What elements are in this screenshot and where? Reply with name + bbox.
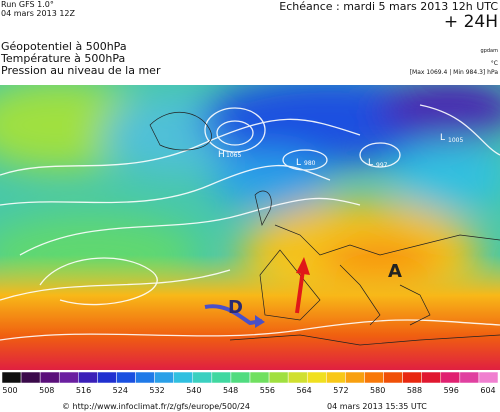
legend-swatch — [192, 371, 213, 384]
legend-swatch — [249, 371, 270, 384]
legend-tick-label: 516 — [76, 386, 91, 395]
legend-tick-label: 500 — [2, 386, 17, 395]
legend-swatch — [345, 371, 365, 384]
low-label: L — [440, 133, 445, 143]
legend-tick-label: 548 — [223, 386, 238, 395]
legend-swatch — [20, 371, 41, 384]
legend-swatch — [268, 371, 289, 384]
legend-tick-label: 596 — [444, 386, 459, 395]
isobar-label: 997 — [376, 162, 388, 169]
legend-swatch — [364, 371, 384, 384]
legend-swatch — [154, 371, 174, 384]
legend-tick-label: 588 — [407, 386, 422, 395]
isobar-label: 1065 — [226, 152, 241, 159]
source-url: © http://www.infoclimat.fr/z/gfs/europe/… — [62, 402, 251, 411]
legend-swatch — [116, 371, 136, 384]
legend-swatch — [1, 371, 22, 384]
run-date: 04 mars 2013 12Z — [1, 9, 75, 18]
legend-tick-label: 524 — [113, 386, 128, 395]
field-title: Température à 500hPa — [1, 52, 126, 65]
legend-tick-label: 508 — [39, 386, 54, 395]
isobar-label: 1005 — [448, 137, 463, 144]
low-label: L — [368, 158, 373, 168]
annotation-d: D — [228, 297, 243, 318]
arrow — [295, 269, 305, 314]
timestamp: 04 mars 2013 15:35 UTC — [327, 402, 427, 411]
annotation-a: A — [388, 261, 402, 282]
low-label: L — [296, 158, 301, 168]
field-title: Pression au niveau de la mer — [1, 64, 161, 77]
legend-swatch — [173, 371, 194, 384]
isobar-label: 980 — [304, 160, 316, 167]
run-label: Run GFS 1.0° — [1, 0, 54, 9]
legend-swatch — [306, 371, 327, 384]
legend-swatch — [402, 371, 422, 384]
lead-time: + 24H — [443, 12, 498, 32]
legend-swatch — [326, 371, 346, 384]
legend-swatch — [39, 371, 60, 384]
field-title: Géopotentiel à 500hPa — [1, 40, 127, 53]
legend-swatch — [478, 371, 499, 384]
map: H 1065 L 980 L 997 L 1005 D A — [0, 85, 500, 370]
pressure-range: [Max 1069.4 | Min 984.3] hPa — [409, 69, 498, 76]
legend-swatch — [440, 371, 461, 384]
legend-swatch — [459, 371, 480, 384]
legend-tick-label: 532 — [149, 386, 164, 395]
high-label: H — [218, 150, 225, 160]
legend-tick-label: 572 — [333, 386, 348, 395]
legend-swatch — [78, 371, 98, 384]
legend-swatch — [421, 371, 442, 384]
legend-swatch — [230, 371, 251, 384]
legend-swatch — [211, 371, 232, 384]
color-legend: 500 508 516 524 532 540 548 556 564 572 580 588 596 6… — [1, 371, 499, 395]
legend-swatch — [383, 371, 403, 384]
legend-swatch — [287, 371, 308, 384]
unit: °C — [490, 60, 498, 67]
legend-swatch — [97, 371, 117, 384]
legend-tick-label: 564 — [297, 386, 312, 395]
legend-tick-label: 604 — [480, 386, 495, 395]
forecast-time: Echéance : mardi 5 mars 2013 12h UTC — [279, 0, 498, 13]
legend-swatch — [135, 371, 155, 384]
legend-tick-label: 540 — [186, 386, 201, 395]
legend-tick-label: 580 — [370, 386, 385, 395]
arrow — [204, 304, 263, 326]
legend-swatch — [58, 371, 79, 384]
arrow-head — [255, 315, 265, 328]
unit: gpdam — [480, 48, 498, 54]
arrow-head — [296, 257, 310, 275]
legend-tick-label: 556 — [260, 386, 275, 395]
